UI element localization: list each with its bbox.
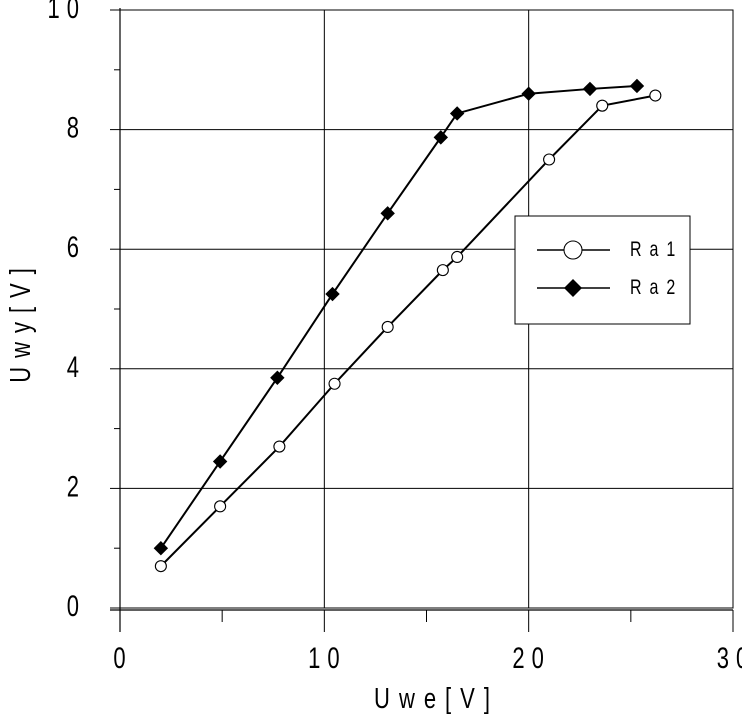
legend-entry-ra2: Ra2: [537, 275, 683, 299]
data-point-ra1: [451, 250, 464, 264]
legend-box: [514, 215, 691, 325]
data-point-ra2: [270, 370, 285, 385]
data-point-ra1: [436, 264, 449, 277]
data-point-ra1: [214, 500, 227, 513]
series-ra1: [154, 89, 662, 573]
y-tick-label: 2: [67, 469, 86, 503]
series-line-ra2: [160, 84, 638, 549]
data-point-ra1: [328, 377, 341, 390]
data-point-ra2: [582, 81, 598, 97]
y-tick-label: 8: [67, 110, 86, 144]
data-point-ra2: [449, 106, 465, 121]
y-tick-label: 4: [67, 350, 86, 384]
data-point-ra2: [521, 86, 536, 101]
legend-label: Ra1: [630, 237, 683, 261]
y-tick-label: 6: [67, 230, 86, 264]
data-point-ra2: [212, 454, 228, 469]
data-point-ra2: [629, 78, 645, 94]
data-point-ra1: [596, 99, 609, 112]
data-point-ra2: [433, 130, 449, 145]
data-point-ra2: [325, 286, 340, 302]
data-point-ra2: [380, 206, 395, 221]
data-point-ra2: [153, 540, 169, 556]
data-point-ra1: [543, 153, 556, 166]
data-point-ra1: [381, 320, 394, 333]
x-axis-title: Uwe[V]: [374, 683, 499, 714]
series-line-ra1: [160, 94, 656, 567]
data-point-ra1: [649, 89, 662, 102]
x-tick-label: 30: [717, 641, 742, 675]
data-point-ra1: [273, 440, 286, 453]
legend-entry-ra1: Ra1: [537, 237, 683, 261]
y-tick-label: 0: [67, 589, 86, 623]
tick-labels: 0 2 4 6 8 10 0 10 20 30: [48, 0, 742, 675]
axes: [110, 8, 734, 632]
legend-label: Ra2: [630, 275, 683, 299]
x-tick-label: 10: [308, 641, 346, 675]
legend-marker-circle: [563, 240, 583, 260]
series: [153, 78, 662, 573]
legend-marker-diamond: [564, 279, 582, 297]
legend: Ra1 Ra2: [514, 215, 691, 325]
x-tick-label: 20: [512, 641, 550, 675]
y-axis-title: Uwy[V]: [5, 259, 36, 383]
x-tick-label: 0: [113, 641, 132, 675]
y-tick-label: 10: [48, 0, 86, 25]
series-ra2: [153, 78, 645, 556]
data-point-ra1: [154, 560, 167, 573]
